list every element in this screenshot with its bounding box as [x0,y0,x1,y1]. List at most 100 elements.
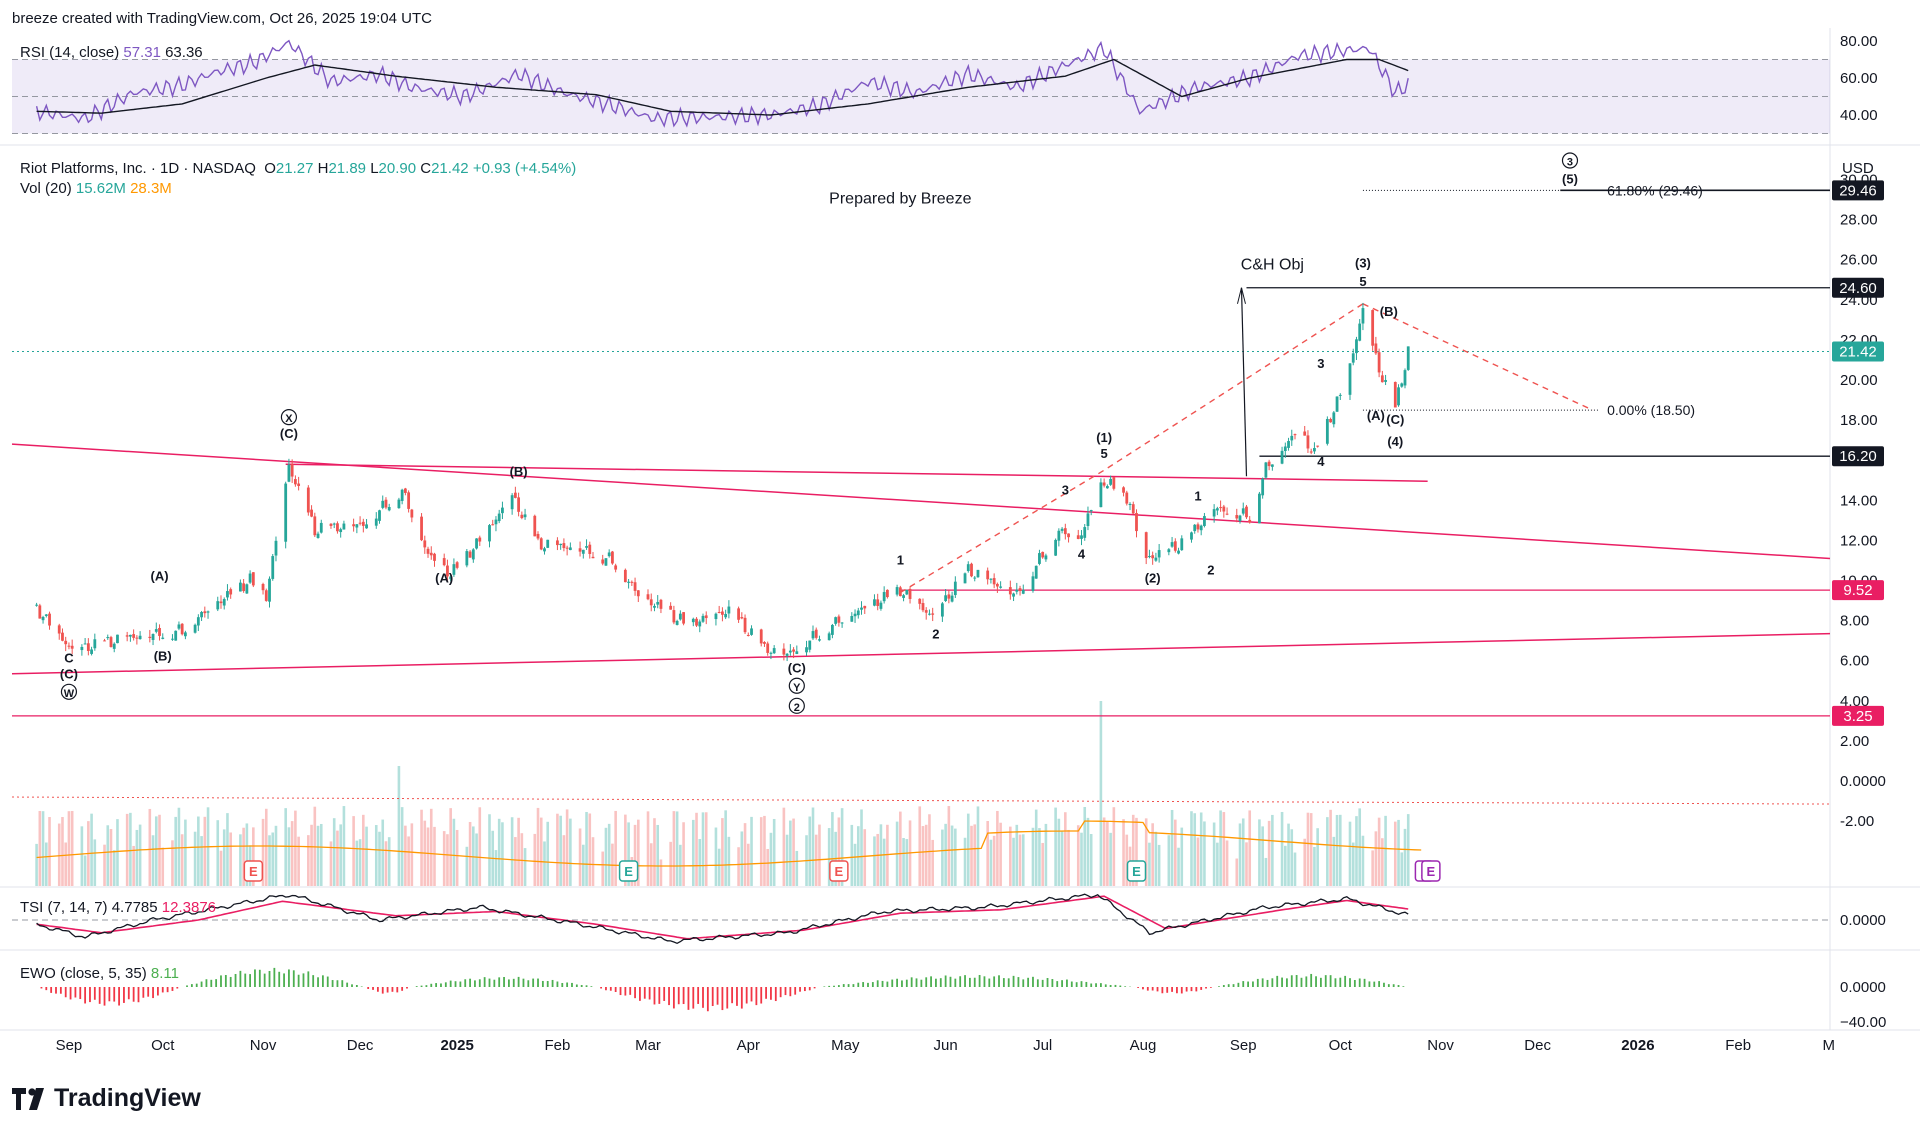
candle-body [805,647,808,653]
candle-body [193,624,197,633]
ewo-bar [736,987,738,1006]
volume-bar [1303,838,1307,886]
ewo-bar [1205,987,1207,989]
candle-body [1148,556,1151,558]
price-tick-label: 0.0000 [1840,773,1886,790]
earnings-marker [618,860,639,882]
ewo-bar [1209,987,1212,988]
volume-bar [297,836,300,886]
volume-bar [950,825,954,886]
volume-bar [307,835,310,886]
price-axis-tag [1832,180,1884,201]
candle-body [1335,396,1339,412]
candle-body [814,629,818,638]
ewo-bar [118,987,120,1006]
volume-bar [1241,818,1245,886]
volume-bar [520,833,524,886]
candle-body [442,558,446,566]
candle-body [607,552,611,557]
fib-61-8-label: 61.80% (29.46) [1607,182,1703,198]
volume-bar [200,836,203,886]
candles [35,302,1410,662]
volume-bar [989,839,993,886]
ewo-bar [171,987,174,991]
candle-body [1196,524,1200,530]
tradingview-logo[interactable]: TradingView [12,1084,201,1113]
volume-bar [478,807,482,886]
volume-bar [717,848,721,886]
candle-body [203,611,207,614]
ewo-bar [307,971,310,987]
tsi-title: TSI (7, 14, 7) [20,899,108,916]
volume-bar [578,828,582,886]
ewo-bar [600,987,602,989]
volume-bar [818,824,821,886]
ewo-bar [89,987,91,1003]
volume-bar [1329,809,1332,886]
price-axis-tag-label: 3.25 [1843,708,1872,725]
candle-body [1054,539,1058,556]
volume-bar [808,816,812,886]
ewo-bar [580,985,583,987]
candle-body [898,587,902,597]
candle-body [653,605,656,608]
wave-label: 5 [1359,274,1366,289]
wave-label: C [64,651,74,666]
volume-bar [264,808,268,886]
ewo-bar [346,982,349,987]
candle-body [1293,434,1297,436]
price-tick-label: -2.00 [1840,813,1874,830]
wave-label: (C) [60,667,78,682]
time-tick-label: M [1823,1037,1836,1054]
volume-bar [954,828,957,886]
ewo-bar [677,987,680,1005]
volume-bar [1374,831,1378,886]
wave-label: 1 [897,552,904,567]
volume-bar [426,827,430,886]
candle-body [1203,516,1206,526]
earnings-marker-label: E [1132,864,1141,879]
ewo-bar [190,984,193,987]
candle-body [568,547,572,551]
volume-bar [853,843,857,886]
volume-bar [769,832,773,886]
ewo-bar [561,982,564,987]
volume-bar [310,824,313,886]
earnings-marker [1421,860,1441,882]
volume-bar [1361,835,1365,886]
ewo-tick-label: −40.00 [1840,1014,1886,1031]
ewo-bar [127,987,130,1000]
volume-bar [523,848,527,886]
ewo-bar [386,987,389,993]
candle-body [452,564,456,575]
tsi-value: 4.7785 [111,899,158,916]
time-tick-label: Mar [635,1037,661,1054]
volume-bar [899,811,902,886]
volume-bar [1177,847,1180,886]
ewo-bar [852,984,855,987]
wave-label: Y [793,682,801,694]
candle-body [1316,445,1320,447]
candle-body [268,578,271,602]
volume-bar [1199,812,1203,886]
price-axis-tag-label: 29.46 [1839,182,1877,199]
candle-body [1358,323,1362,341]
candle-body [48,613,51,626]
candle-body [970,563,973,577]
candle-body [1021,589,1025,594]
candle-body [184,632,187,637]
candle-body [475,538,478,549]
candle-body [853,613,857,617]
candle-body [1076,535,1080,539]
candle-body [646,594,650,600]
volume-bar [365,826,368,886]
ewo-bar [351,984,353,987]
volume-bar [792,818,795,886]
candle-body [678,613,682,620]
candle-body [1219,507,1222,509]
candle-body [293,479,297,485]
volume-bar [840,808,844,886]
candle-body [682,612,685,624]
volume-bar [174,816,177,886]
